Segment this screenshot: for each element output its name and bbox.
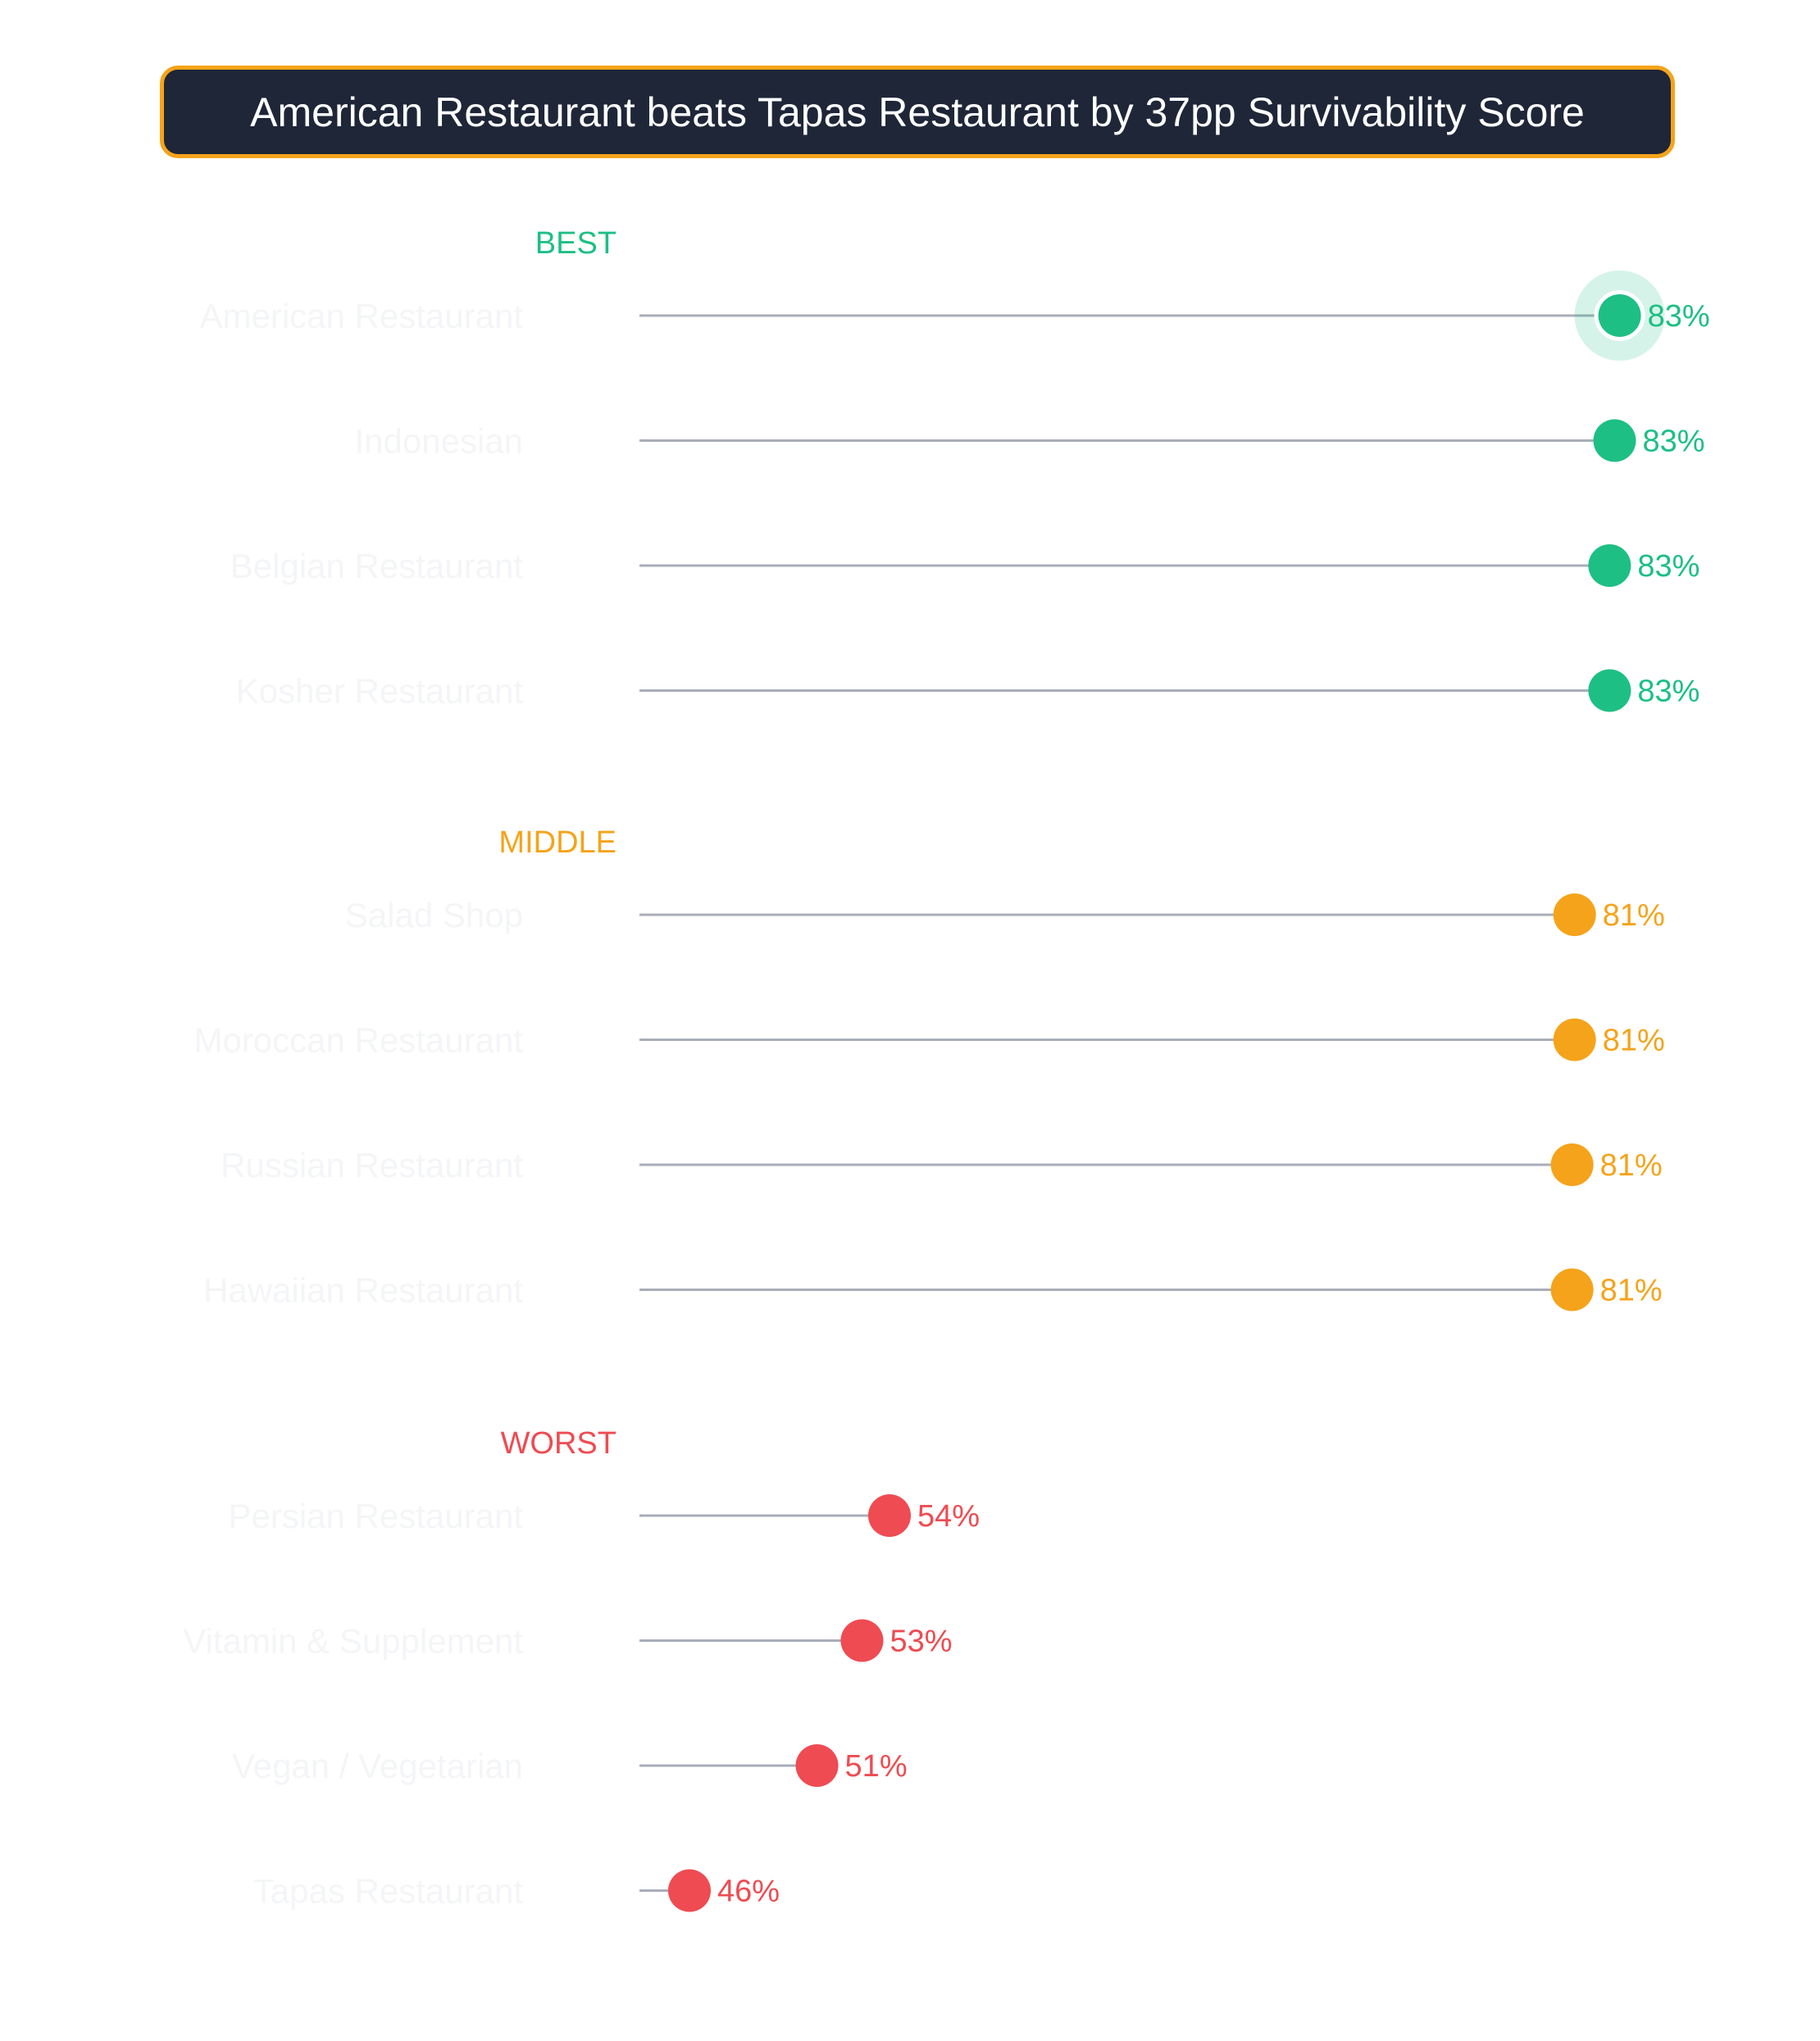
category-label-persian-restaurant: Persian Restaurant [228,1497,523,1535]
dot-russian-restaurant [1550,1143,1594,1186]
category-label-vegan-vegetarian: Vegan / Vegetarian [232,1747,523,1785]
category-label-hawaiian-restaurant: Hawaiian Restaurant [203,1271,523,1310]
value-label-vegan-vegetarian: 51% [845,1749,908,1784]
value-label-moroccan-restaurant: 81% [1603,1024,1665,1058]
dot-salad-shop [1553,893,1596,936]
category-label-vitamin-supplement: Vitamin & Supplement [183,1622,523,1661]
category-label-indonesian: Indonesian [354,422,523,461]
value-label-tapas-restaurant: 46% [717,1875,780,1909]
value-label-russian-restaurant: 81% [1600,1148,1663,1183]
value-label-persian-restaurant: 54% [917,1499,980,1534]
value-label-hawaiian-restaurant: 81% [1600,1274,1663,1308]
value-label-belgian-restaurant: 83% [1637,549,1699,584]
value-label-salad-shop: 81% [1603,898,1665,933]
dot-vegan-vegetarian [795,1744,839,1787]
category-label-russian-restaurant: Russian Restaurant [221,1146,523,1184]
section-label-best: BEST [535,226,617,261]
value-label-american-restaurant: 83% [1648,299,1710,334]
dot-persian-restaurant [868,1494,911,1537]
dot-belgian-restaurant [1588,544,1631,587]
dot-american-restaurant [1598,294,1641,337]
value-label-indonesian: 83% [1643,425,1705,459]
category-label-kosher-restaurant: Kosher Restaurant [236,672,524,711]
section-label-worst: WORST [501,1426,617,1461]
category-label-salad-shop: Salad Shop [345,896,523,934]
value-label-kosher-restaurant: 83% [1637,675,1699,709]
section-label-middle: MIDDLE [498,825,617,860]
chart-title-box: American Restaurant beats Tapas Restaura… [160,66,1675,158]
value-label-vitamin-supplement: 53% [890,1625,952,1659]
category-label-moroccan-restaurant: Moroccan Restaurant [193,1021,523,1060]
dot-tapas-restaurant [668,1869,711,1912]
dot-indonesian [1593,419,1636,462]
dot-kosher-restaurant [1588,669,1631,712]
category-label-american-restaurant: American Restaurant [199,297,523,335]
dot-hawaiian-restaurant [1550,1268,1594,1311]
category-label-tapas-restaurant: Tapas Restaurant [253,1872,524,1911]
dot-vitamin-supplement [840,1619,884,1662]
dot-moroccan-restaurant [1553,1018,1596,1061]
category-label-belgian-restaurant: Belgian Restaurant [230,547,524,585]
chart-title: American Restaurant beats Tapas Restaura… [250,89,1585,135]
